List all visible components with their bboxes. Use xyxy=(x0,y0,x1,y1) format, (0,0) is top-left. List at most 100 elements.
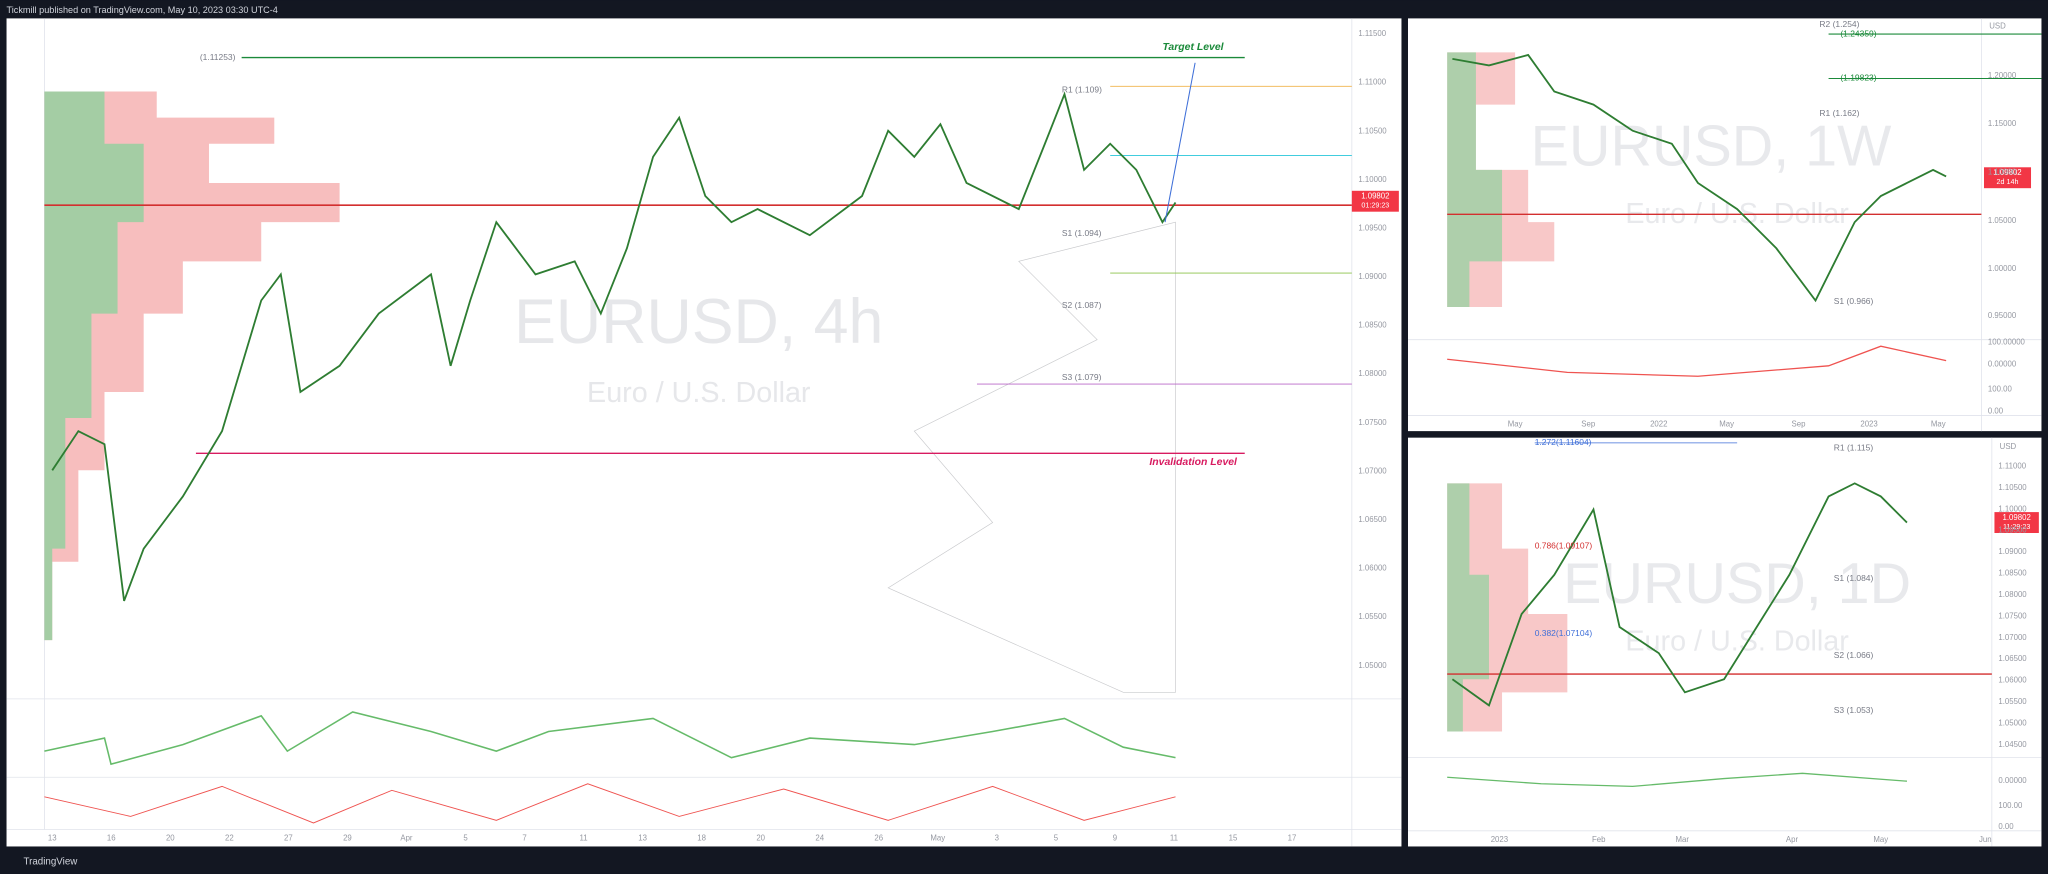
time-label: 2022 xyxy=(1650,420,1667,429)
time-label: May xyxy=(1508,420,1523,429)
price-label: 1.05500 xyxy=(1998,697,2027,706)
currency: USD xyxy=(2000,442,2017,451)
price-label: 1.00000 xyxy=(1988,264,2017,273)
oscillator-line xyxy=(44,711,1176,766)
price-label: 1.09000 xyxy=(1998,547,2027,556)
level-label: R1 (1.115) xyxy=(1834,442,1874,452)
price-path xyxy=(51,91,1177,602)
price-label: 1.08500 xyxy=(1358,321,1387,330)
projection-arrow xyxy=(1164,62,1196,223)
level-label: S3 (1.053) xyxy=(1834,705,1874,715)
level-label: (1.19823) xyxy=(1840,73,1876,83)
time-label: 5 xyxy=(1054,834,1059,843)
panel-4h xyxy=(6,18,1402,847)
time-label: Jun xyxy=(1979,835,1992,844)
volume-profile xyxy=(1447,483,1489,732)
time-label: 3 xyxy=(995,834,1000,843)
last-price-box xyxy=(1351,190,1399,212)
watermark-symbol: EURUSD, 1D xyxy=(1563,552,1911,616)
volume-profile xyxy=(44,91,1176,693)
price-label: 1.05000 xyxy=(1998,718,2027,727)
price-label: 100.00 xyxy=(1998,801,2023,810)
time-label: 7 xyxy=(522,834,526,843)
time-label: 18 xyxy=(697,834,706,843)
price-label: 0.00 xyxy=(1998,822,2014,831)
price-label: 1.08000 xyxy=(1998,590,2027,599)
time-label: Sep xyxy=(1581,420,1596,429)
time-label: 17 xyxy=(1288,834,1297,843)
time-label: Apr xyxy=(1786,835,1799,844)
price-label: 1.06000 xyxy=(1358,564,1387,573)
brand: TradingView xyxy=(24,857,79,868)
price-label: 1.05500 xyxy=(1358,612,1387,621)
oscillator-line xyxy=(1447,345,1947,377)
time-label: 26 xyxy=(874,834,883,843)
price-label: 100.00 xyxy=(1988,384,2013,393)
last-price: 1.09802 xyxy=(2003,513,2031,522)
time-label: 9 xyxy=(1113,834,1117,843)
watermark-description: Euro / U.S. Dollar xyxy=(1625,625,1849,657)
price-label: 1.10000 xyxy=(1358,175,1387,184)
level-label: 1.272(1.11604) xyxy=(1535,437,1592,447)
stochastic-line xyxy=(44,783,1176,824)
time-label: 16 xyxy=(107,834,116,843)
price-label: 1.06500 xyxy=(1358,515,1387,524)
time-label: 24 xyxy=(815,834,824,843)
level-label: S1 (0.966) xyxy=(1834,296,1874,306)
oscillator-line xyxy=(1447,772,1907,788)
price-label: 1.10000 xyxy=(1998,504,2027,513)
price-path xyxy=(1452,53,1947,303)
time-label: May xyxy=(1873,835,1888,844)
level-label: (1.11253) xyxy=(200,52,236,62)
time-label: Feb xyxy=(1592,835,1606,844)
time-label: 13 xyxy=(638,834,647,843)
time-label: 13 xyxy=(48,834,57,843)
level-label: (1.24359) xyxy=(1840,28,1876,38)
level-label: R1 (1.162) xyxy=(1819,108,1859,118)
time-label: May xyxy=(1931,420,1946,429)
countdown: 2d 14h xyxy=(1997,178,2019,186)
volume-profile xyxy=(1447,52,1503,308)
time-label: 5 xyxy=(463,834,468,843)
time-label: Mar xyxy=(1676,835,1690,844)
level-label: 0.382(1.07104) xyxy=(1535,628,1593,638)
time-label: 22 xyxy=(225,834,234,843)
countdown: 01:29:23 xyxy=(1361,202,1389,210)
price-label: 1.10500 xyxy=(1358,126,1387,135)
time-label: 20 xyxy=(756,834,765,843)
time-label: May xyxy=(1719,420,1734,429)
level-label: S2 (1.087) xyxy=(1062,300,1102,310)
price-label: 1.05000 xyxy=(1358,661,1387,670)
price-label: 1.10000 xyxy=(1988,168,2017,177)
price-label: 1.07000 xyxy=(1998,633,2027,642)
time-label: 2023 xyxy=(1491,835,1509,844)
price-label: 1.15000 xyxy=(1988,119,2017,128)
time-label: 11 xyxy=(580,834,588,843)
price-label: 1.07500 xyxy=(1998,611,2027,620)
price-label: 1.08500 xyxy=(1998,569,2027,578)
last-price-box xyxy=(1994,512,2039,533)
price-label: 1.05000 xyxy=(1988,216,2017,225)
time-label: Sep xyxy=(1792,420,1807,429)
price-label: 1.06000 xyxy=(1998,676,2027,685)
price-label: 1.20000 xyxy=(1988,71,2017,80)
price-path xyxy=(1451,482,1908,707)
level-label: S1 (1.094) xyxy=(1062,228,1102,238)
last-price: 1.09802 xyxy=(1993,168,2021,177)
level-label: R1 (1.109) xyxy=(1062,84,1102,94)
time-label: 2023 xyxy=(1860,420,1878,429)
time-label: 20 xyxy=(166,834,175,843)
watermark-symbol: EURUSD, 4h xyxy=(514,287,883,357)
time-label: 15 xyxy=(1229,834,1238,843)
price-label: 1.11500 xyxy=(1358,29,1386,38)
watermark-description: Euro / U.S. Dollar xyxy=(587,377,811,409)
price-label: 1.11000 xyxy=(1998,461,2026,470)
level-label: S3 (1.079) xyxy=(1062,372,1102,382)
price-label: 1.10500 xyxy=(1998,483,2027,492)
last-price-box xyxy=(1984,167,2032,189)
target-label: Target Level xyxy=(1162,42,1224,53)
time-label: Apr xyxy=(400,834,413,843)
watermark-symbol: EURUSD, 1W xyxy=(1531,114,1892,178)
price-label: 1.08000 xyxy=(1358,369,1387,378)
price-label: 1.07000 xyxy=(1358,466,1387,475)
